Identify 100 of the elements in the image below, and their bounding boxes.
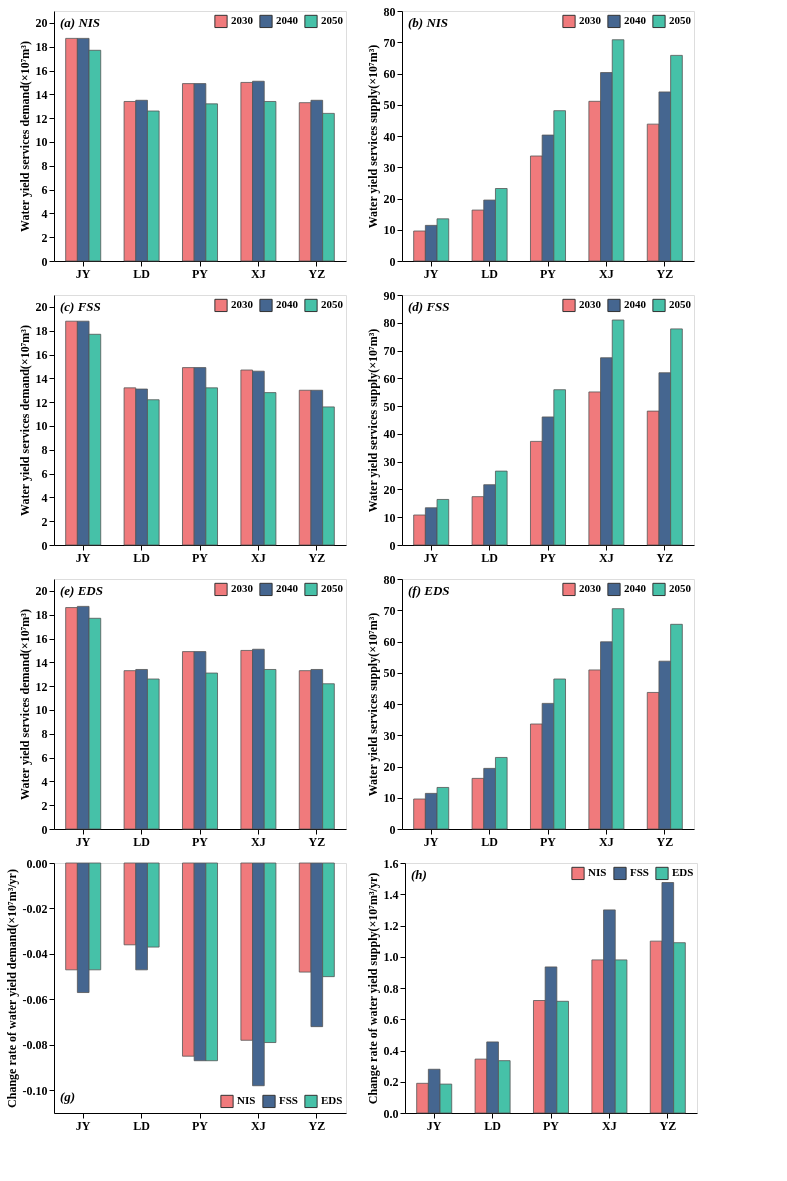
y-tick-label: 20 [35,584,48,599]
y-tick-label: 0.4 [383,1044,399,1058]
x-tick-label: XJ [251,834,266,849]
y-axis-title: Water yield services demand(×10⁷m³) [17,325,32,516]
chart-title: (b) NIS [408,15,449,30]
y-tick-label: 10 [35,135,48,150]
x-tick-label: PY [192,834,209,849]
x-tick-label: PY [540,266,557,281]
y-tick-label: 20 [35,300,48,315]
y-tick-label: 8 [41,443,48,458]
x-tick-label: XJ [251,1118,266,1133]
y-tick-label: 1.4 [383,887,399,902]
x-tick-label: PY [540,550,557,565]
chart-title: (f) EDS [408,583,450,598]
y-tick-label: 30 [383,455,396,470]
legend-label: 2040 [276,298,299,311]
y-tick-label: 40 [383,697,396,712]
x-tick-label: YZ [308,834,326,849]
legend-label: 2040 [624,14,647,27]
y-tick-label: 50 [383,399,396,414]
y-tick-label: 60 [383,635,396,649]
y-tick-label: 30 [383,728,396,743]
x-tick-label: PY [543,1118,560,1133]
y-tick-label: 12 [35,679,48,694]
legend-label: 2050 [669,582,692,595]
y-axis-title: Water yield services demand(×10⁷m³) [17,609,32,800]
legend-label: 2050 [669,298,692,311]
chart-title: (a) NIS [60,15,101,30]
y-tick-label: -0.02 [22,901,48,916]
x-tick-label: LD [133,1118,151,1133]
chart-title: (c) FSS [60,299,101,314]
legend-label: 2030 [231,14,254,27]
legend-label: 2040 [276,582,299,595]
y-tick-label: 40 [383,427,396,442]
x-tick-label: JY [75,266,91,281]
y-tick-label: 80 [383,4,396,19]
legend-label: 2040 [624,298,647,311]
y-tick-label: 10 [35,419,48,434]
y-tick-label: 20 [383,760,396,774]
y-tick-label: 12 [35,111,48,126]
x-tick-label: JY [423,550,439,565]
legend-label: NIS [588,866,607,879]
legend-label: 2040 [624,582,647,595]
x-tick-label: PY [192,1118,209,1133]
y-tick-label: 20 [383,482,396,497]
y-tick-label: 90 [383,288,396,303]
y-tick-label: 80 [383,316,396,331]
y-tick-label: 80 [383,572,396,587]
x-tick-label: JY [426,1118,442,1133]
y-tick-label: 1.0 [383,950,399,965]
x-tick-label: JY [423,834,439,849]
x-tick-label: YZ [308,266,326,281]
y-tick-label: 0.8 [383,981,399,996]
y-tick-label: 18 [35,40,48,55]
x-tick-label: PY [192,550,209,565]
y-tick-label: 70 [383,344,396,359]
legend-label: 2030 [579,298,602,311]
x-tick-label: YZ [656,834,674,849]
x-tick-label: YZ [659,1118,677,1133]
x-tick-label: XJ [602,1118,617,1133]
legend-label: EDS [672,866,694,879]
y-tick-label: 0 [41,822,48,837]
x-tick-label: JY [423,266,439,281]
x-tick-label: XJ [599,550,614,565]
y-tick-label: 18 [35,608,48,623]
y-tick-label: 16 [35,348,48,363]
y-tick-label: -0.08 [22,1038,48,1053]
legend-label: 2050 [321,298,344,311]
y-tick-label: 4 [41,206,48,221]
x-tick-label: PY [540,834,557,849]
x-tick-label: YZ [656,266,674,281]
y-axis-title: Water yield services supply(×10⁷m³) [365,44,380,229]
x-tick-label: YZ [308,1118,326,1133]
y-tick-label: 2 [41,798,48,813]
x-tick-label: XJ [599,834,614,849]
legend-label: EDS [321,1094,343,1107]
legend-label: NIS [237,1094,256,1107]
x-tick-label: LD [133,550,151,565]
y-axis-title: Water yield services supply(×10⁷m³) [365,612,380,797]
y-tick-label: 0.00 [26,856,48,871]
legend-label: 2040 [276,14,299,27]
y-tick-label: 10 [383,510,396,525]
y-tick-label: 60 [383,67,396,81]
legend-label: 2030 [579,14,602,27]
y-tick-label: 14 [35,87,48,102]
y-tick-label: 50 [383,98,396,113]
y-tick-label: 0.6 [383,1012,399,1027]
x-tick-label: LD [481,550,499,565]
x-tick-label: LD [481,266,499,281]
legend-label: 2050 [321,14,344,27]
legend-label: 2050 [321,582,344,595]
x-tick-label: JY [75,834,91,849]
y-tick-label: 20 [383,192,396,206]
y-tick-label: 2 [41,514,48,529]
y-tick-label: 14 [35,371,48,386]
y-axis-title: Change rate of water yield supply(×10⁷m³/yr) [365,872,380,1105]
x-tick-label: LD [481,834,499,849]
y-axis-title: Water yield services supply(×10⁷m³) [365,328,380,513]
y-tick-label: 0 [41,254,48,269]
y-tick-label: 0 [389,254,396,269]
